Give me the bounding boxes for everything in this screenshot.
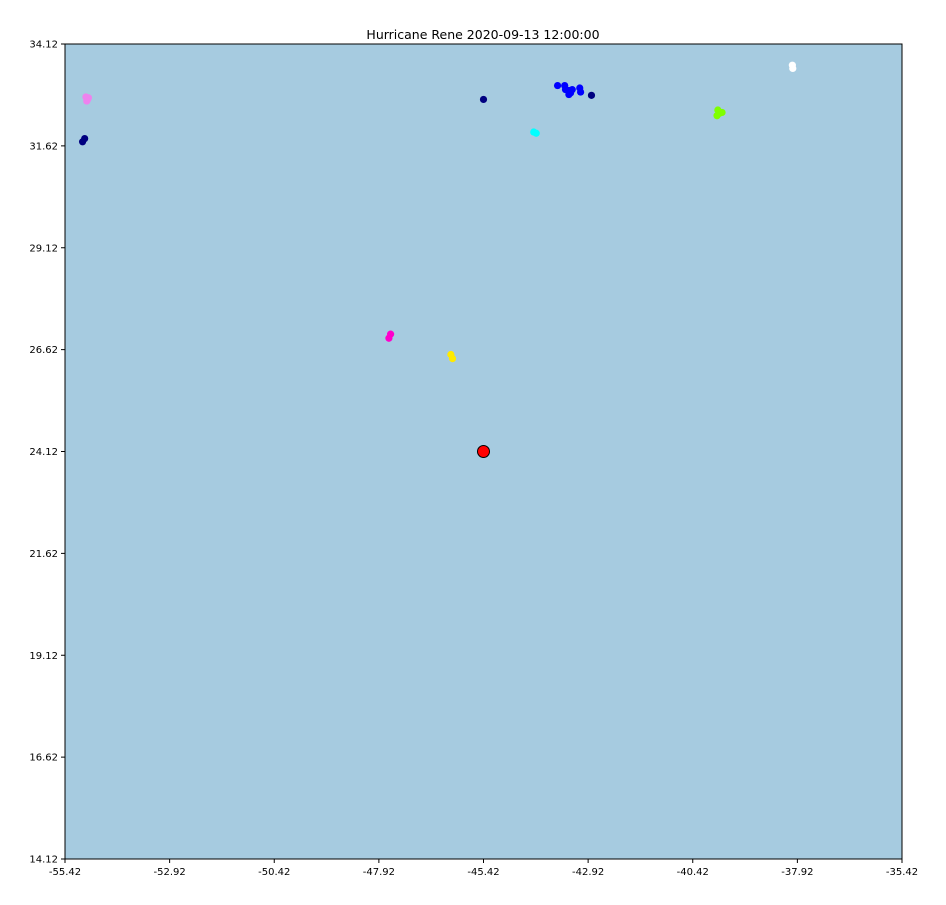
data-point [576,88,585,96]
data-point [448,354,457,363]
y-tick-label: 26.62 [29,345,58,356]
data-point [789,64,797,73]
y-tick-label: 16.62 [29,753,58,764]
data-point [715,109,724,117]
x-tick-label: -52.92 [154,867,186,878]
x-tick-label: -40.42 [677,867,709,878]
data-point [553,81,562,90]
y-tick-label: 24.12 [29,447,58,458]
x-tick-label: -35.42 [886,867,918,878]
chart-title: Hurricane Rene 2020-09-13 12:00:00 [366,27,599,42]
data-point [84,94,93,102]
data-point [532,129,540,137]
data-points [78,61,797,458]
y-tick-label: 19.12 [29,651,58,662]
x-tick-label: -50.42 [258,867,290,878]
data-point [568,86,576,94]
x-tick-label: -42.92 [572,867,604,878]
y-tick-label: 31.62 [29,141,58,152]
x-tick-label: -37.92 [781,867,813,878]
y-tick-label: 21.62 [29,549,58,560]
y-tick-label: 14.12 [29,855,58,866]
data-point [587,91,596,99]
y-tick-label: 34.12 [29,40,58,51]
data-point [479,95,488,104]
data-point [81,134,89,143]
x-tick-label: -45.42 [467,867,499,878]
hurricane-position-marker [477,445,490,458]
y-tick-label: 29.12 [29,243,58,254]
x-tick-label: -55.42 [49,867,81,878]
axis-ticks: -55.42 -52.92 -50.42 -47.92 -45.42 -42.92 -40.… [29,40,918,879]
data-point [385,334,393,342]
x-tick-label: -47.92 [363,867,395,878]
